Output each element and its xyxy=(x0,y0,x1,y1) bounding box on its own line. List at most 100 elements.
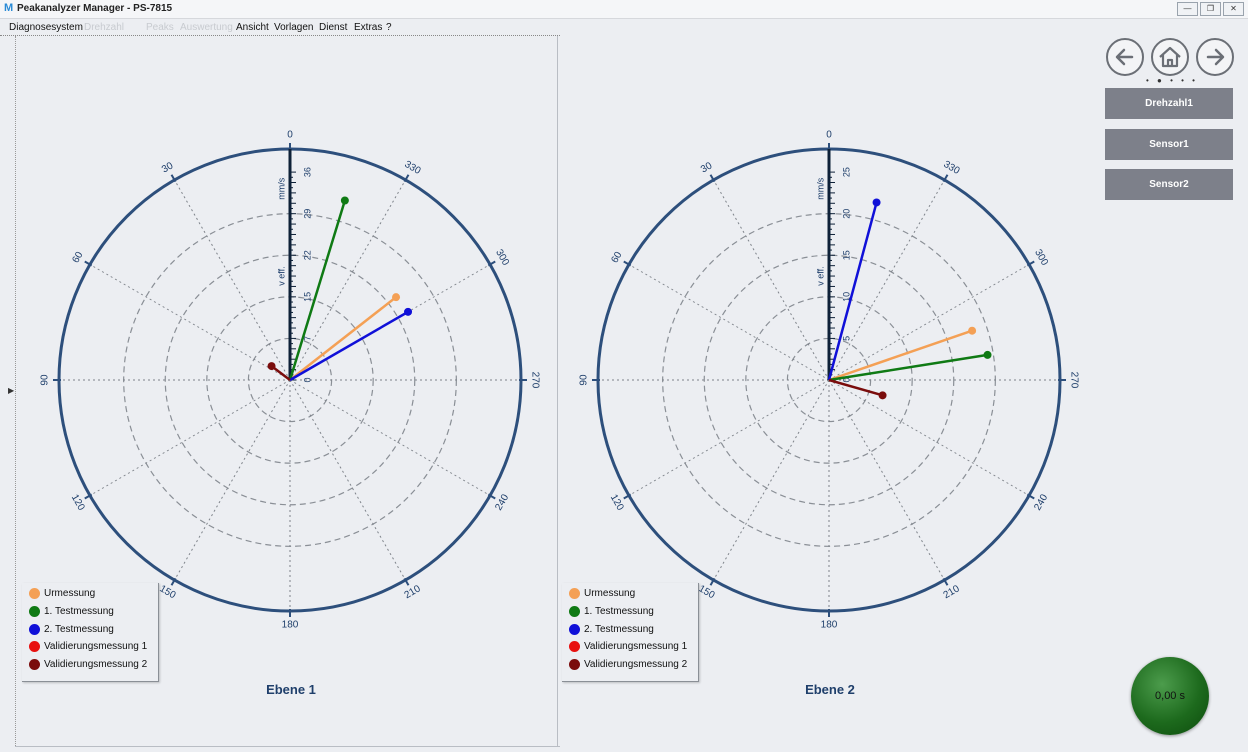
vector-point xyxy=(392,293,401,302)
legend-dot xyxy=(29,588,40,599)
home-icon xyxy=(1159,46,1181,68)
angle-tick-mark xyxy=(170,577,177,586)
angle-tick-label: 210 xyxy=(942,583,962,601)
angle-tick-mark xyxy=(1026,260,1035,267)
grid-circle xyxy=(164,254,416,506)
radial-tick-label: 10 xyxy=(841,292,851,302)
angle-tick-label: 0 xyxy=(287,130,293,141)
legend-dot xyxy=(569,659,580,670)
angle-tick-mark xyxy=(403,174,410,183)
radial-unit-label: mm/s xyxy=(276,177,286,199)
angle-tick-label: 240 xyxy=(1032,492,1050,512)
grid-spoke xyxy=(89,264,291,381)
forward-button[interactable] xyxy=(1196,38,1234,76)
collapse-arrow-icon[interactable]: ▶ xyxy=(8,386,15,395)
radial-axis-label: v eff. xyxy=(276,266,286,285)
radial-tick-label: 36 xyxy=(302,167,312,177)
angle-tick-label: 90 xyxy=(579,374,590,386)
app-icon: M xyxy=(4,2,14,14)
angle-tick-label: 330 xyxy=(941,159,961,177)
legend-dot xyxy=(29,659,40,670)
grid-spoke xyxy=(713,179,830,381)
angle-tick-mark xyxy=(84,493,93,500)
menu-dienst[interactable]: Dienst xyxy=(319,22,348,33)
vector-point xyxy=(983,350,992,359)
arrow-left-icon xyxy=(1115,48,1134,66)
grid-spoke xyxy=(289,379,406,581)
angle-tick-label: 300 xyxy=(1032,248,1050,268)
grid-spoke xyxy=(828,379,945,581)
grid-spoke xyxy=(174,179,291,381)
radial-tick-label: 7 xyxy=(302,336,312,341)
minimize-button[interactable]: — xyxy=(1177,2,1198,16)
angle-tick-mark xyxy=(942,174,949,183)
radial-tick-label: 0 xyxy=(841,377,851,382)
polar-chart-ebene-1: 0306090120150180210240270300330071522293… xyxy=(40,130,541,631)
angle-tick-label: 180 xyxy=(821,620,838,631)
title-bar: M Peakanalyzer Manager - PS-7815 — ❐ ✕ xyxy=(0,0,1248,19)
vector-point xyxy=(968,326,977,335)
angle-tick-mark xyxy=(709,174,716,183)
angle-tick-mark xyxy=(84,260,93,267)
legend-dot xyxy=(569,606,580,617)
grid-circle xyxy=(703,254,955,506)
menu-bar: Diagnosesystem Drehzahl Peaks Auswertung… xyxy=(0,18,560,36)
angle-tick-label: 30 xyxy=(699,160,715,175)
legend-ebene-1: Urmessung 1. Testmessung 2. Testmessung … xyxy=(22,583,159,682)
legend-dot xyxy=(29,606,40,617)
radial-tick-label: 15 xyxy=(302,292,312,302)
menu-extras[interactable]: Extras xyxy=(354,22,383,33)
menu-drehzahl[interactable]: Drehzahl xyxy=(84,22,125,33)
grid-spoke xyxy=(713,379,830,581)
angle-tick-label: 270 xyxy=(1068,372,1079,389)
grid-spoke xyxy=(289,379,491,496)
vector-1-testmessung xyxy=(828,353,988,382)
angle-tick-mark xyxy=(170,174,177,183)
vector-1-testmessung xyxy=(288,200,347,381)
vector-validierungsmessung-2 xyxy=(828,378,883,397)
grid-spoke xyxy=(89,379,291,496)
pane-divider xyxy=(557,36,558,746)
legend-ebene-2: Urmessung 1. Testmessung 2. Testmessung … xyxy=(562,583,699,682)
angle-tick-label: 150 xyxy=(696,583,716,601)
radial-unit-label: mm/s xyxy=(815,177,825,199)
restore-button[interactable]: ❐ xyxy=(1200,2,1221,16)
angle-tick-label: 0 xyxy=(826,130,832,141)
menu-diagnosesystem[interactable]: Diagnosesystem xyxy=(9,22,83,33)
radial-axis-label: v eff. xyxy=(815,266,825,285)
close-button[interactable]: ✕ xyxy=(1223,2,1244,16)
legend-dot xyxy=(569,588,580,599)
home-button[interactable] xyxy=(1151,38,1189,76)
angle-tick-mark xyxy=(487,260,496,267)
radial-tick-label: 15 xyxy=(841,250,851,260)
angle-tick-label: 270 xyxy=(529,372,540,389)
vector-2-testmessung xyxy=(827,202,878,381)
radial-tick-label: 5 xyxy=(841,336,851,341)
page-indicator: • ● • • • xyxy=(1146,76,1198,85)
vector-urmessung xyxy=(828,329,973,382)
menu-auswertung[interactable]: Auswertung xyxy=(180,22,233,33)
vector-point xyxy=(340,196,349,205)
angle-tick-label: 90 xyxy=(40,374,51,386)
menu-vorlagen[interactable]: Vorlagen xyxy=(274,22,314,33)
menu-ansicht[interactable]: Ansicht xyxy=(236,22,269,33)
grid-spoke xyxy=(174,379,291,581)
back-button[interactable] xyxy=(1106,38,1144,76)
vector-point xyxy=(878,391,887,400)
sensor2-button[interactable]: Sensor2 xyxy=(1105,169,1233,200)
vector-point xyxy=(872,198,881,207)
radial-tick-label: 0 xyxy=(302,377,312,382)
angle-tick-mark xyxy=(1026,493,1035,500)
bottom-border xyxy=(15,746,560,747)
timer-indicator[interactable]: 0,00 s xyxy=(1131,657,1209,735)
drehzahl1-button[interactable]: Drehzahl1 xyxy=(1105,88,1233,119)
menu-peaks[interactable]: Peaks xyxy=(146,22,174,33)
legend-dot xyxy=(29,624,40,635)
sensor1-button[interactable]: Sensor1 xyxy=(1105,129,1233,160)
angle-tick-mark xyxy=(403,577,410,586)
angle-tick-label: 60 xyxy=(609,250,624,266)
menu-help[interactable]: ? xyxy=(386,22,392,33)
legend-dot xyxy=(569,624,580,635)
grid-spoke xyxy=(828,379,1030,496)
angle-tick-mark xyxy=(942,577,949,586)
